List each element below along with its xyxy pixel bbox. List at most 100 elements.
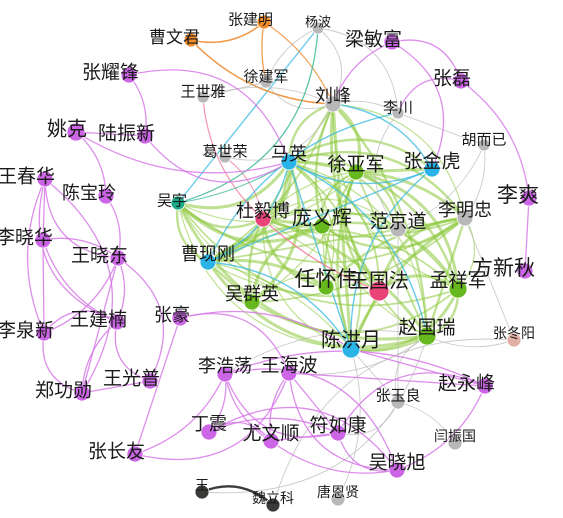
edge-wangjiannan-wangguangpu [114, 321, 151, 382]
node-label-wuqunying: 吴群英 [225, 284, 279, 305]
node-wangshiya[interactable] [196, 90, 210, 104]
node-liangminfu[interactable] [383, 33, 401, 51]
node-pangyihui[interactable] [313, 217, 331, 235]
node-lihaodang[interactable] [216, 365, 234, 383]
edge-xuyajun-chenhongyue [336, 171, 358, 350]
node-chenbaoling[interactable] [97, 187, 115, 205]
edge-zhangyaofeng-maying [128, 69, 290, 163]
node-label-fanjingdao: 范京道 [369, 211, 426, 233]
edge-duyibo-renhuaiwei [261, 218, 327, 289]
node-weilike[interactable] [265, 497, 281, 513]
node-label-chenhongyue: 陈洪月 [321, 328, 381, 352]
edge-caoxiangang-zhaoguorui [206, 261, 428, 349]
edge-dingzhen-furukang [208, 417, 339, 434]
node-zhangyuliang[interactable] [390, 394, 406, 410]
node-wuyu[interactable] [170, 195, 186, 211]
node-label-dingzhen: 丁震 [191, 414, 227, 435]
edge-xuyajun-zhaoguorui [355, 171, 428, 337]
node-yaoke[interactable] [66, 122, 86, 142]
node-wangjiannan[interactable] [108, 313, 126, 331]
edge-lihaodang-furukang [224, 373, 339, 438]
node-youwenshun[interactable] [262, 432, 280, 450]
node-zhangjianming[interactable] [256, 14, 272, 30]
node-label-fangxinqiu: 方新秋 [472, 256, 535, 280]
node-caowenjun[interactable] [183, 32, 199, 48]
node-label-wuxiaoxu: 吴晓旭 [368, 452, 425, 474]
node-wuxiaoxu[interactable] [388, 461, 406, 479]
node-lichuan[interactable] [391, 106, 405, 120]
edge-wangguofa-wuqunying [251, 272, 380, 303]
edge-zhanghao-chenhongyue [179, 310, 352, 350]
edge-pangyihui-wuyu [176, 201, 323, 244]
node-label-wang: 王 [195, 478, 209, 494]
node-tangenxian[interactable] [330, 491, 346, 507]
node-fanjingdao[interactable] [389, 220, 407, 238]
node-dingzhen[interactable] [200, 423, 218, 441]
node-wang[interactable] [194, 484, 210, 500]
node-label-yanzhenguo: 闫振国 [434, 429, 476, 445]
node-xuyajun[interactable] [347, 163, 365, 181]
node-fangxinqiu[interactable] [516, 262, 534, 280]
node-geshirong[interactable] [218, 150, 232, 164]
node-label-wanghaibo: 王海波 [260, 355, 317, 377]
node-duyibo[interactable] [254, 210, 272, 228]
node-xujianjun[interactable] [259, 75, 273, 89]
edge-maying-wuyu [177, 161, 291, 210]
node-maying[interactable] [280, 153, 298, 171]
node-label-lishuang: 李爽 [497, 183, 539, 207]
node-huerji[interactable] [477, 138, 491, 152]
edge-zhaoguorui-liufeng [332, 103, 429, 337]
node-label-zhangchangyou: 张长友 [88, 441, 145, 463]
node-renhuaiwei[interactable] [317, 278, 335, 296]
edge-limingzhong-wuqunying [251, 217, 466, 303]
node-zhangdongyang[interactable] [506, 332, 522, 348]
node-mengxiangjun[interactable] [448, 279, 468, 299]
node-wangguofa[interactable] [368, 280, 390, 302]
edge-duyibo-wangguofa [262, 218, 380, 292]
node-yangbo[interactable] [311, 21, 325, 35]
node-label-wangshiya: 王世雅 [180, 83, 225, 101]
node-wangguangpu[interactable] [141, 372, 159, 390]
node-wangxiaodong[interactable] [109, 249, 127, 267]
edge-zhanglei-lichuan [397, 77, 462, 114]
node-label-liangminfu: 梁敏富 [345, 29, 402, 51]
node-furukang[interactable] [329, 424, 347, 442]
edge-liangminfu-zhangjinhu [391, 41, 445, 170]
node-wanghaibo[interactable] [280, 364, 298, 382]
node-lishuang[interactable] [520, 189, 538, 207]
edge-wanghaibo-wuxiaoxu [288, 372, 398, 471]
node-liquanxin[interactable] [35, 324, 53, 342]
edge-limingzhong-zhaoguorui [425, 217, 467, 337]
edge-caoxiangang-mengxiangjun [207, 228, 459, 290]
node-liufeng[interactable] [324, 95, 342, 113]
node-zhenggonglve[interactable] [73, 384, 91, 402]
node-wuqunying[interactable] [243, 293, 261, 311]
node-chenhongyue[interactable] [341, 339, 361, 359]
node-label-youwenshun: 尤文顺 [242, 423, 299, 445]
node-zhanghao[interactable] [171, 309, 189, 327]
edge-liufeng-zhangjinhu [332, 103, 433, 170]
edge-lichuan-huerji [397, 112, 485, 146]
edge-maying-chenhongyue [288, 161, 352, 350]
node-lixiaohua[interactable] [34, 231, 52, 249]
edge-luzhenxin-maying [144, 135, 290, 183]
node-zhaoyongfeng[interactable] [476, 377, 494, 395]
node-luzhenxin[interactable] [136, 127, 154, 145]
node-limingzhong[interactable] [456, 209, 474, 227]
node-zhaoguorui[interactable] [417, 326, 437, 346]
edge-zhangchangyou-lihaodang [134, 373, 226, 455]
node-wangchunhua[interactable] [36, 170, 54, 188]
edge-caowenjun-liufeng [190, 39, 334, 105]
edge-maying-mengxiangjun [288, 160, 460, 290]
edge-liquanxin-wangjiannan [43, 310, 118, 334]
node-caoxiangang[interactable] [199, 253, 217, 271]
edge-wang-zhaoguorui [201, 335, 428, 494]
node-label-zhanghao: 张豪 [154, 305, 190, 326]
node-yanzhenguo[interactable] [447, 435, 463, 451]
node-zhanglei[interactable] [452, 72, 470, 90]
node-zhangyaofeng[interactable] [120, 66, 138, 84]
node-zhangjinhu[interactable] [423, 160, 441, 178]
node-label-mengxiangjun: 孟祥军 [429, 270, 486, 292]
node-label-chenbaoling: 陈宝玲 [62, 183, 116, 204]
node-zhangchangyou[interactable] [126, 445, 144, 463]
